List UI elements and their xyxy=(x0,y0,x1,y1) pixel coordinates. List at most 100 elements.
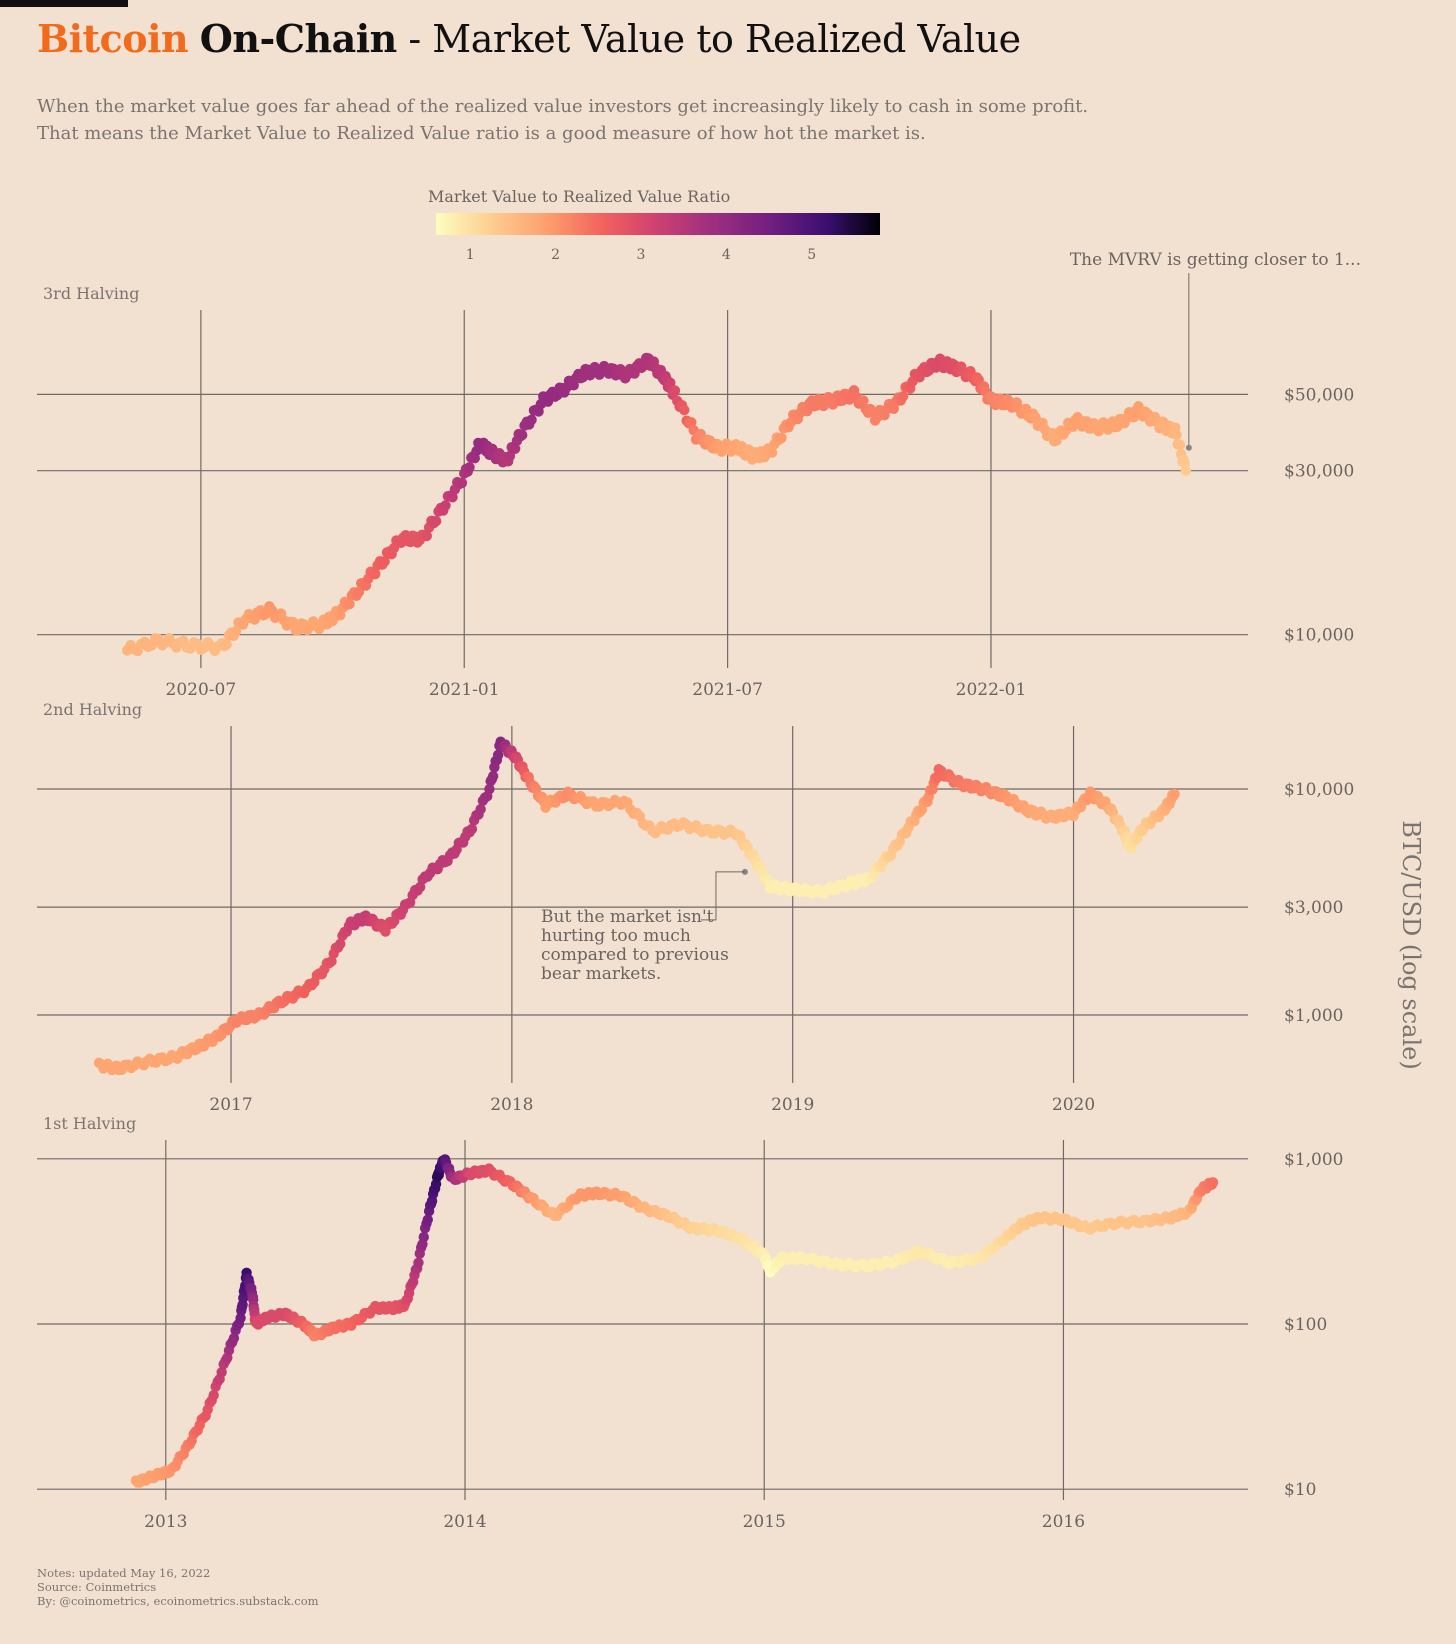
data-point xyxy=(379,556,390,567)
data-point xyxy=(208,1390,219,1401)
x-tick-label: 2022-01 xyxy=(956,680,1027,700)
x-tick-label: 2013 xyxy=(144,1512,187,1532)
y-tick-label: $1,000 xyxy=(1284,1006,1343,1026)
annotation-text: But the market isn't hurting too much comp… xyxy=(541,907,729,984)
color-legend-title: Market Value to Realized Value Ratio xyxy=(428,187,730,206)
data-point xyxy=(464,462,475,473)
data-point xyxy=(430,515,442,527)
y-tick-label: $30,000 xyxy=(1284,462,1354,482)
data-point xyxy=(858,395,869,406)
data-point xyxy=(216,1367,227,1378)
data-point xyxy=(335,938,346,950)
x-tick-label: 2018 xyxy=(490,1095,533,1115)
y-tick-label: $10,000 xyxy=(1284,626,1354,646)
data-point xyxy=(679,404,690,416)
data-point xyxy=(421,530,432,542)
panel-1: 3rd Halving $10,000 $30,000 $50,000 2020-07 2… xyxy=(37,284,1354,700)
annotation-leader xyxy=(700,871,745,921)
annotation: The MVRV is getting closer to 1... xyxy=(1070,250,1361,451)
title-on-chain: On-Chain xyxy=(199,16,398,61)
data-point xyxy=(230,625,242,637)
y-tick-label: $10 xyxy=(1284,1480,1316,1500)
data-point xyxy=(669,385,681,396)
subtitle-line-1: When the market value goes far ahead of … xyxy=(37,96,1089,117)
data-point xyxy=(440,500,451,511)
data-point xyxy=(418,1231,429,1243)
y-tick-label: $50,000 xyxy=(1284,385,1354,405)
panel-3: 1st Halving $10 $100 $1,000 2013 2014 2015 2016 xyxy=(37,1114,1343,1532)
panel-label: 3rd Halving xyxy=(43,284,139,303)
data-point xyxy=(776,432,787,444)
data-point xyxy=(422,1214,433,1225)
data-point xyxy=(475,804,486,815)
x-tick-label: 2019 xyxy=(771,1095,814,1115)
data-point xyxy=(1051,435,1062,446)
y-tick-label: $1,000 xyxy=(1284,1150,1343,1170)
footer-line-1: Notes: updated May 16, 2022 xyxy=(37,1566,211,1580)
data-point xyxy=(897,391,909,402)
x-tick-label: 2016 xyxy=(1042,1512,1085,1532)
data-point xyxy=(487,770,499,782)
footer-notes: Notes: updated May 16, 2022 Source: Coin… xyxy=(37,1566,319,1608)
data-point xyxy=(228,1332,240,1344)
data-point xyxy=(1207,1177,1219,1188)
data-point xyxy=(447,492,458,503)
annotation-dot xyxy=(1185,444,1192,451)
annotation: But the market isn't hurting too much comp… xyxy=(541,868,748,984)
data-point xyxy=(1030,412,1041,423)
x-tick-label: 2020 xyxy=(1052,1095,1095,1115)
data-point xyxy=(235,1312,246,1324)
color-legend-tick: 5 xyxy=(807,247,816,263)
x-tick-label: 2015 xyxy=(743,1512,786,1532)
footer-line-2: Source: Coinmetrics xyxy=(37,1580,157,1594)
title-rest: - Market Value to Realized Value xyxy=(396,17,1021,61)
x-tick-label: 2021-07 xyxy=(692,680,763,700)
footer-line-3: By: @coinometrics, ecoinometrics.substac… xyxy=(37,1594,319,1608)
data-point xyxy=(1171,429,1182,441)
annotation-text: The MVRV is getting closer to 1... xyxy=(1070,250,1361,270)
data-point xyxy=(1169,788,1180,800)
color-legend-bar xyxy=(436,213,880,235)
data-point xyxy=(413,1257,424,1268)
data-point xyxy=(504,450,516,462)
color-legend-tick: 2 xyxy=(551,247,560,263)
panel-label: 1st Halving xyxy=(43,1114,136,1133)
data-point xyxy=(1174,439,1186,451)
data-point xyxy=(287,616,298,628)
y-tick-label: $100 xyxy=(1284,1315,1327,1335)
title-bitcoin: Bitcoin xyxy=(37,16,189,61)
x-tick-label: 2017 xyxy=(209,1095,252,1115)
data-point xyxy=(686,417,697,428)
page-title: Bitcoin On-Chain - Market Value to Reali… xyxy=(37,16,1021,61)
top-accent-bar xyxy=(0,0,128,7)
data-point xyxy=(456,477,468,489)
scatter-series xyxy=(121,352,1192,657)
color-legend-tick: 1 xyxy=(466,247,475,263)
data-point xyxy=(370,568,381,580)
data-point xyxy=(516,429,528,441)
data-point xyxy=(1180,465,1192,476)
scatter-series xyxy=(93,736,1180,1076)
data-point xyxy=(492,749,504,761)
data-point xyxy=(344,598,355,610)
data-point xyxy=(484,783,495,795)
data-point xyxy=(221,639,232,650)
data-point xyxy=(466,823,478,835)
panel-2: 2nd Halving $1,000 $3,000 $10,000 2017 2018 20… xyxy=(37,700,1354,1115)
y-tick-label: $3,000 xyxy=(1284,898,1343,918)
color-legend-tick: 4 xyxy=(722,247,731,263)
data-point xyxy=(766,447,778,458)
data-point xyxy=(509,443,521,454)
subtitle-line-2: That means the Market Value to Realized … xyxy=(37,123,926,144)
data-point xyxy=(1179,457,1190,469)
scatter-series xyxy=(130,1154,1219,1488)
x-tick-label: 2014 xyxy=(443,1512,486,1532)
panel-label: 2nd Halving xyxy=(43,700,142,719)
color-legend-ticks: 1 2 3 4 5 xyxy=(466,247,816,263)
data-point xyxy=(526,414,537,426)
y-axis-label: BTC/USD (log scale) xyxy=(1397,820,1425,1069)
data-point xyxy=(353,586,365,598)
color-legend-tick: 3 xyxy=(636,247,645,263)
